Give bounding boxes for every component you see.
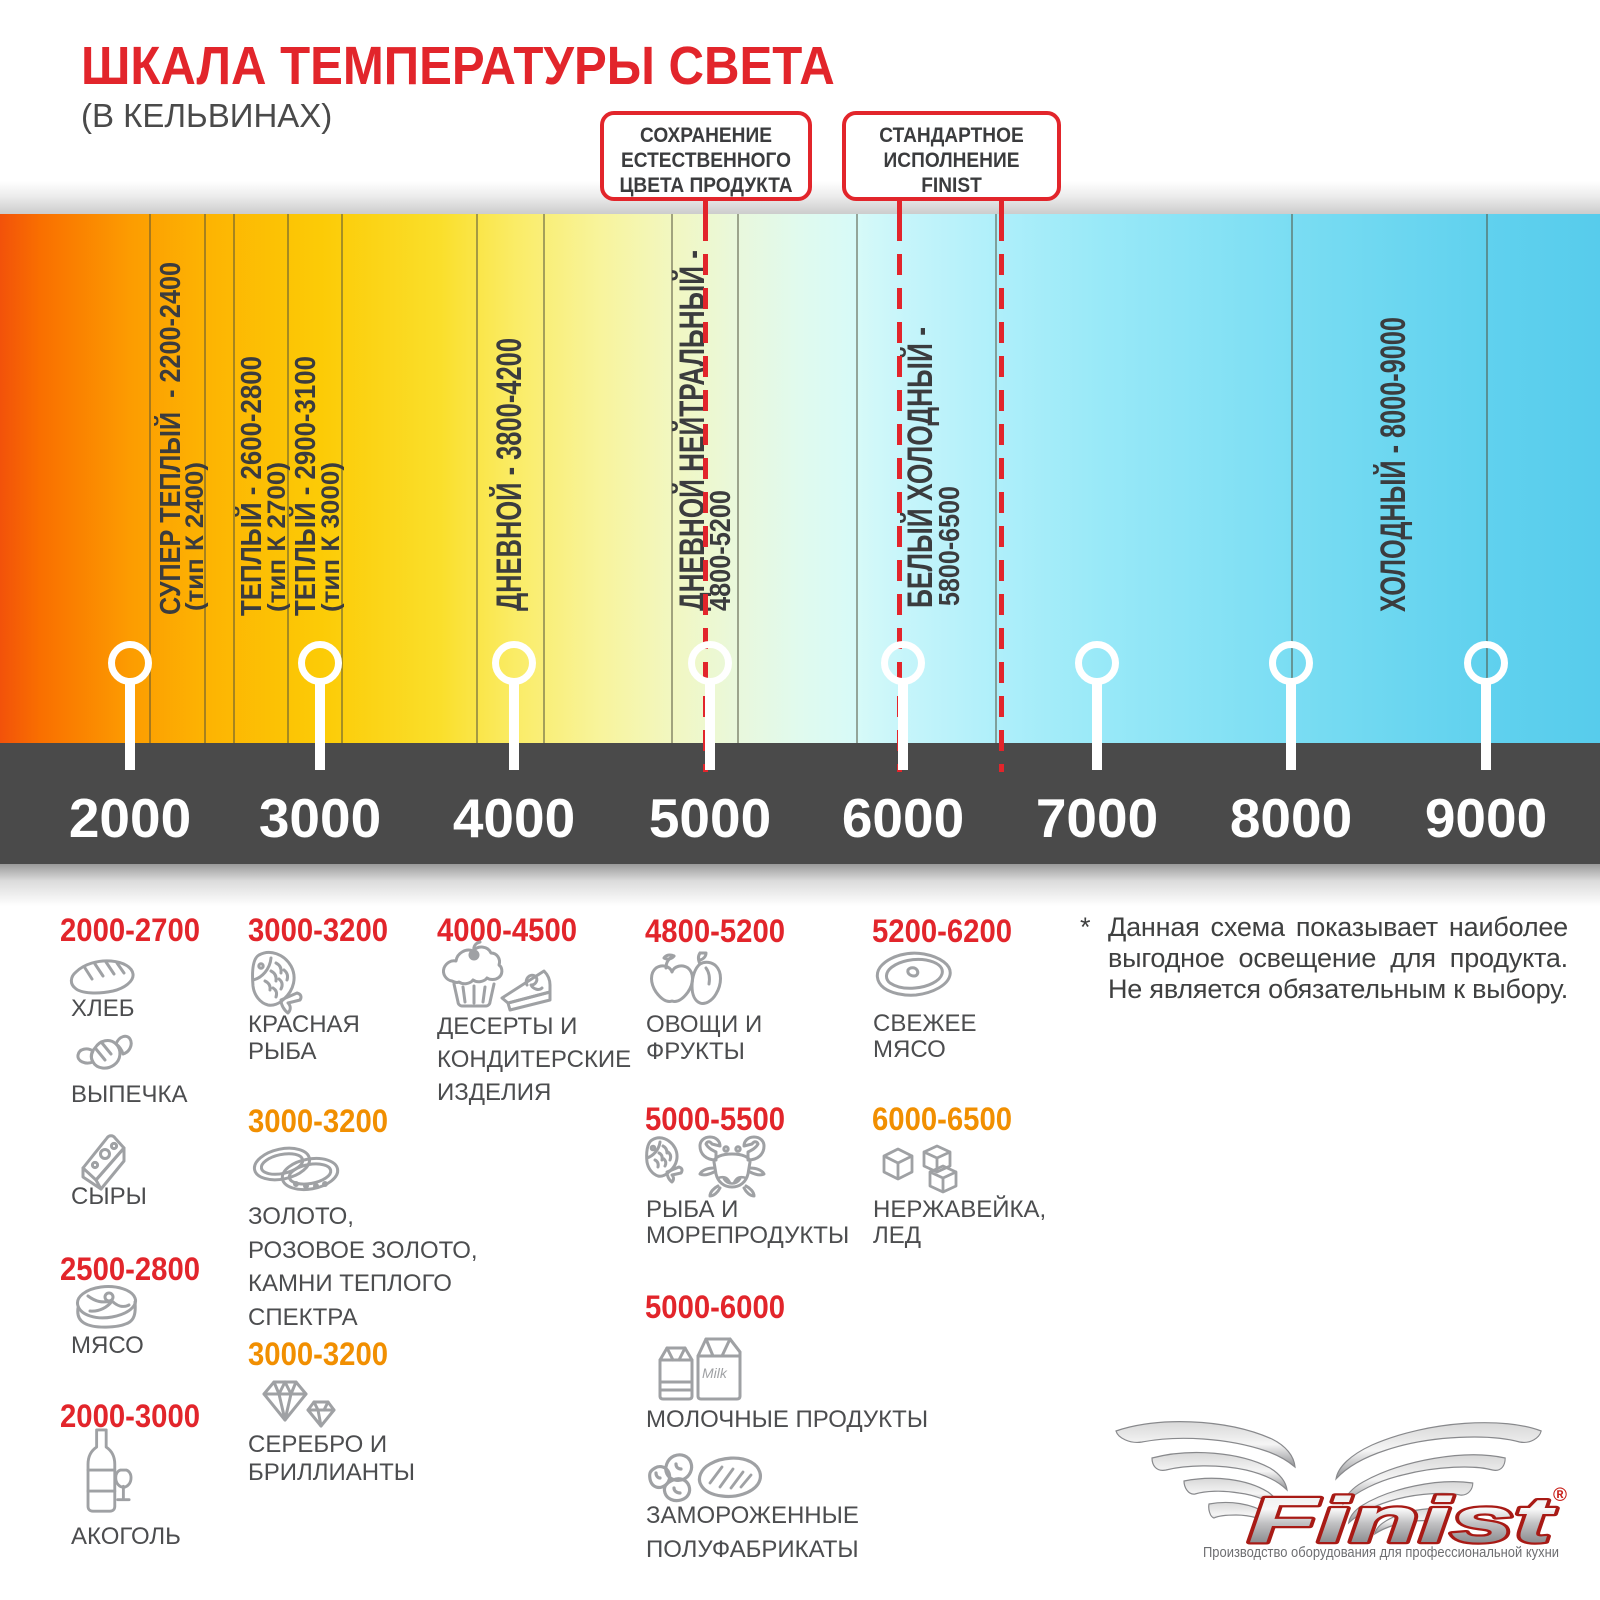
svg-text:(тип К 3000): (тип К 3000) <box>317 462 345 612</box>
svg-text:ХОЛОДНЫЙ - 8000-9000: ХОЛОДНЫЙ - 8000-9000 <box>1373 317 1413 612</box>
svg-text:Milk: Milk <box>702 1365 728 1381</box>
svg-text:(тип К 2400): (тип К 2400) <box>181 462 209 611</box>
svg-text:4800-5200: 4800-5200 <box>705 490 737 611</box>
svg-text:Производство оборудования для: Производство оборудования для профессион… <box>1203 1544 1559 1561</box>
svg-text:®: ® <box>1553 1485 1567 1506</box>
svg-text:Finist: Finist <box>1248 1484 1557 1556</box>
svg-text:Finist: Finist <box>1248 1484 1557 1556</box>
svg-text:СУПЕР ТЕПЛЫЙ - 2200-2400: СУПЕР ТЕПЛЫЙ - 2200-2400 <box>153 262 187 615</box>
svg-text:5800-6500: 5800-6500 <box>934 486 966 606</box>
svg-text:ДНЕВНОЙ - 3800-4200: ДНЕВНОЙ - 3800-4200 <box>489 338 529 611</box>
svg-text:ТЕПЛЫЙ - 2600-2800: ТЕПЛЫЙ - 2600-2800 <box>234 356 268 616</box>
svg-text:(тип К 2700): (тип К 2700) <box>263 462 291 612</box>
svg-text:ТЕПЛЫЙ - 2900-3100: ТЕПЛЫЙ - 2900-3100 <box>288 356 322 616</box>
svg-text:БЕЛЫЙ ХОЛОДНЫЙ -: БЕЛЫЙ ХОЛОДНЫЙ - <box>900 327 940 608</box>
